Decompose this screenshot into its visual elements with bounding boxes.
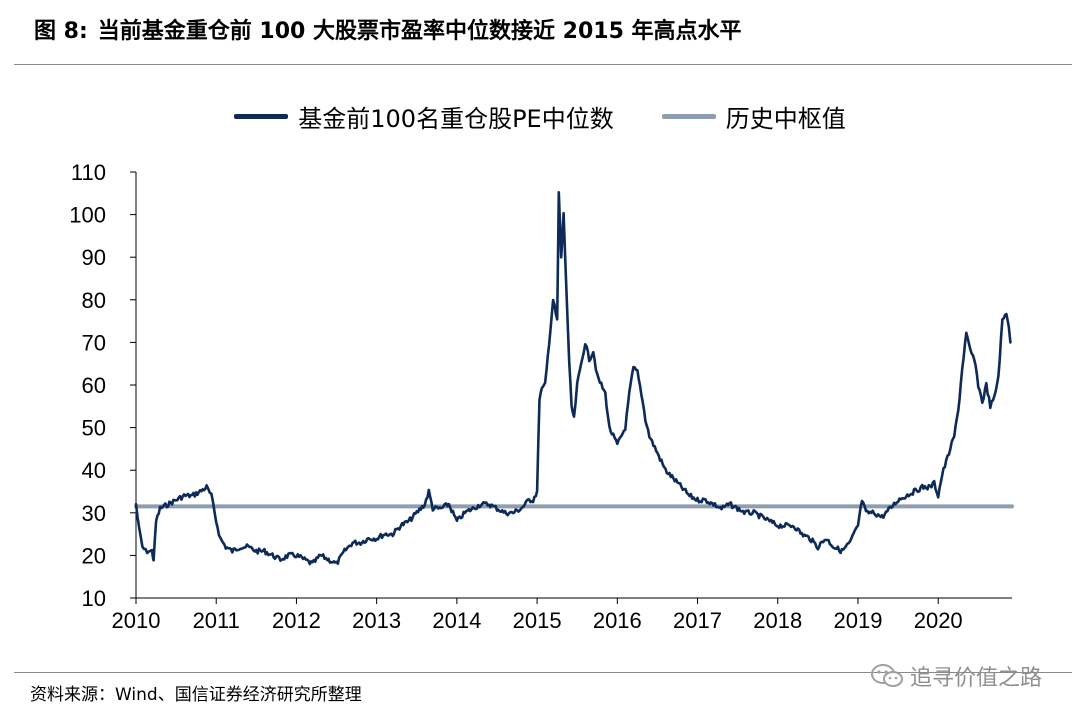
legend-label-pe-median: 基金前100名重仓股PE中位数 bbox=[298, 104, 614, 133]
x-tick-label: 2012 bbox=[272, 608, 321, 633]
y-tick-label: 30 bbox=[82, 501, 106, 526]
bottom-divider bbox=[14, 672, 1072, 673]
pe-median-series bbox=[134, 191, 1012, 566]
y-tick-label: 10 bbox=[82, 586, 106, 611]
figure-header: 图 8: 当前基金重仓前 100 大股票市盈率中位数接近 2015 年高点水平 bbox=[34, 12, 1054, 52]
x-tick-label: 2011 bbox=[193, 608, 240, 633]
watermark: 追寻价值之路 bbox=[870, 660, 1042, 692]
y-tick-label: 90 bbox=[82, 245, 106, 270]
x-tick-label: 2014 bbox=[432, 608, 481, 633]
top-divider bbox=[14, 64, 1072, 65]
figure-title: 当前基金重仓前 100 大股票市盈率中位数接近 2015 年高点水平 bbox=[97, 19, 742, 44]
series-line bbox=[134, 191, 1012, 566]
x-tick-label: 2010 bbox=[112, 608, 161, 633]
line-chart: 10 20 30 40 50 60 70 80 90 100 110 2010 2011 2012 2013… bbox=[69, 160, 1014, 633]
figure-number: 图 8: bbox=[34, 19, 88, 44]
y-tick-label: 20 bbox=[82, 543, 106, 568]
y-tick-label: 70 bbox=[82, 330, 106, 355]
legend-swatch-historical-center bbox=[661, 113, 716, 119]
source-note: 资料来源：Wind、国信证券经济研究所整理 bbox=[30, 685, 362, 705]
x-tick-label: 2016 bbox=[593, 608, 642, 633]
y-tick-label: 40 bbox=[82, 458, 106, 483]
y-tick-label: 80 bbox=[82, 288, 106, 313]
x-tick-label: 2019 bbox=[834, 608, 883, 633]
legend-item-historical-center: 历史中枢值 bbox=[661, 99, 846, 134]
x-tick-label: 2013 bbox=[352, 608, 401, 633]
y-tick-label: 50 bbox=[82, 416, 106, 441]
chart-axes: 10 20 30 40 50 60 70 80 90 100 110 2010 2011 2012 2013… bbox=[69, 160, 1012, 633]
x-tick-label: 2015 bbox=[513, 608, 562, 633]
y-tick-label: 100 bbox=[69, 203, 106, 228]
x-tick-label: 2017 bbox=[673, 608, 722, 633]
watermark-text: 追寻价值之路 bbox=[909, 666, 1042, 691]
y-tick-label: 110 bbox=[71, 160, 106, 185]
legend-swatch-pe-median bbox=[234, 113, 289, 119]
legend-label-historical-center: 历史中枢值 bbox=[725, 104, 846, 133]
wechat-icon bbox=[870, 664, 903, 687]
chart-legend: 基金前100名重仓股PE中位数 历史中枢值 bbox=[0, 96, 1080, 136]
x-tick-label: 2020 bbox=[914, 608, 963, 633]
x-tick-label: 2018 bbox=[753, 608, 802, 633]
y-tick-label: 60 bbox=[82, 373, 106, 398]
legend-item-pe-median: 基金前100名重仓股PE中位数 bbox=[234, 99, 614, 134]
